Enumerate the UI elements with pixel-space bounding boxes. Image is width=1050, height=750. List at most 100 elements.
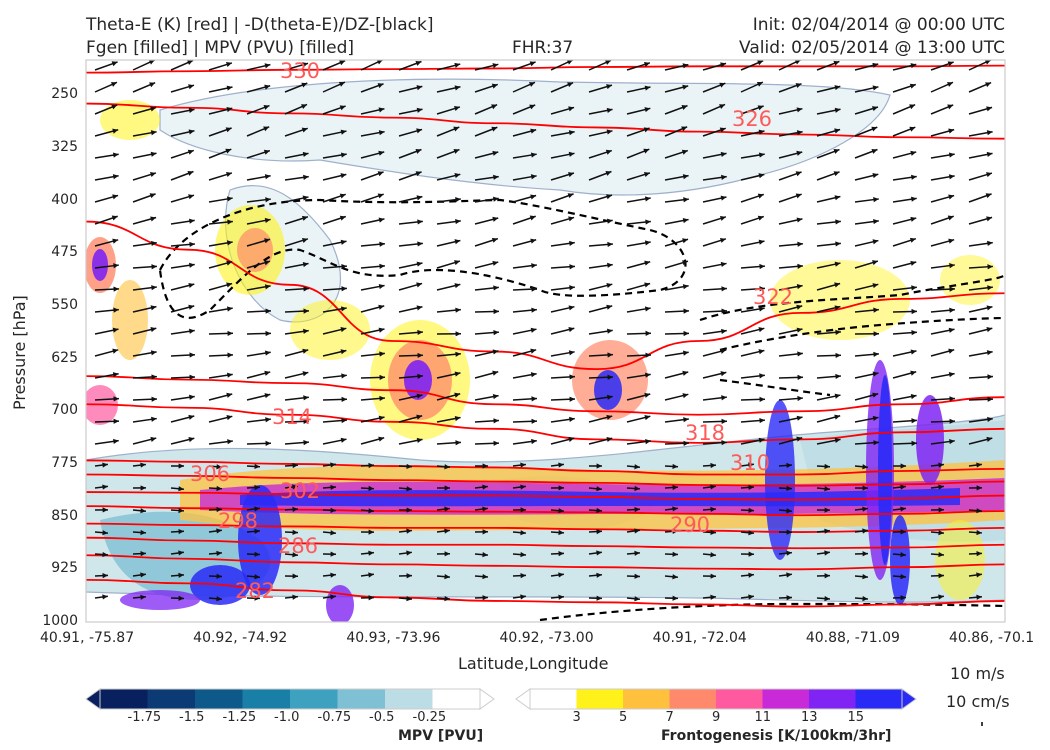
wind-vector-head xyxy=(672,506,678,512)
wind-vector-head xyxy=(987,264,993,270)
wind-vector-head xyxy=(102,551,108,558)
theta-e-line xyxy=(86,554,1005,571)
wind-vector-head xyxy=(378,436,385,442)
wind-vector-head xyxy=(720,195,727,201)
wind-vector-head xyxy=(520,507,526,513)
wind-vector-head xyxy=(796,130,803,136)
wind-vector-head xyxy=(482,529,488,535)
wind-vector-head xyxy=(710,462,716,469)
wind-vector-head xyxy=(710,573,716,579)
wind-vector-head xyxy=(188,107,195,114)
wind-vector-head xyxy=(835,219,841,225)
colorbar-frame xyxy=(529,688,903,710)
wind-vector-head xyxy=(150,216,157,222)
wind-vector-head xyxy=(417,241,423,247)
wind-vector-head xyxy=(682,217,689,224)
wind-vector-head xyxy=(976,594,982,600)
wind-vector-head xyxy=(644,282,651,288)
wind-vector-head xyxy=(455,331,461,337)
colorbar-tick-label: 15 xyxy=(847,710,865,725)
wind-vector-head xyxy=(150,436,157,442)
wind-vector-head xyxy=(872,415,879,422)
wind-vector-head xyxy=(834,414,841,420)
wind-vector-head xyxy=(378,217,385,223)
wind-vector-head xyxy=(520,484,526,490)
colorbar-swatch xyxy=(530,689,577,709)
wind-vector-head xyxy=(225,127,232,133)
wind-vector-head xyxy=(720,371,727,377)
wind-vector-head xyxy=(531,418,537,424)
wind-vector-head xyxy=(683,417,689,423)
wind-vector-head xyxy=(568,151,575,157)
wind-vector-head xyxy=(796,304,803,310)
wind-vector-head xyxy=(330,594,336,600)
wind-vector-head xyxy=(873,331,879,337)
theta-e-line xyxy=(86,522,1005,533)
wind-vector-head xyxy=(596,595,602,601)
wind-vector-head xyxy=(454,415,461,422)
wind-vector-head xyxy=(911,418,917,424)
wind-vector-head xyxy=(566,60,573,65)
y-tick-label: 1000 xyxy=(42,613,78,629)
wind-vector-head xyxy=(227,439,233,445)
wind-vector-head xyxy=(340,437,347,443)
theta-e-line xyxy=(86,578,1005,608)
wind-vector-head xyxy=(226,196,233,202)
theta-e-contour-label: 318 xyxy=(685,421,725,445)
wind-vector-head xyxy=(151,374,157,380)
init-time: Init: 02/04/2014 @ 00:00 UTC xyxy=(752,15,1005,35)
wind-vector-head xyxy=(596,486,602,492)
wind-vector-head xyxy=(444,485,450,491)
wind-vector-head xyxy=(264,217,271,224)
wind-vector-head xyxy=(482,573,488,580)
wind-vector-head xyxy=(406,596,412,602)
wind-vector-head xyxy=(520,594,526,600)
colorbar-swatch xyxy=(762,689,810,709)
wind-vector-head xyxy=(796,150,803,156)
wind-vector-head xyxy=(112,152,119,158)
wind-vector-head xyxy=(188,218,195,224)
wind-vector-head xyxy=(226,85,233,91)
wind-vector-head xyxy=(417,219,423,225)
wind-vector-head xyxy=(720,62,727,68)
wind-vector-head xyxy=(265,308,271,314)
wind-vector-head xyxy=(493,285,499,291)
wind-vector-head xyxy=(491,237,498,243)
wind-vector-head xyxy=(796,327,803,333)
theta-e-line xyxy=(86,64,1005,74)
wind-vector-head xyxy=(607,241,613,248)
wind-vector-head xyxy=(645,330,651,337)
wind-vector-head xyxy=(151,264,157,270)
wind-vector-head xyxy=(379,241,385,247)
theta-e-contour-label: 290 xyxy=(670,513,710,537)
wind-vector-head xyxy=(786,485,792,492)
wind-vector-head xyxy=(909,83,916,89)
wind-vector-head xyxy=(493,329,499,336)
wind-vector-head xyxy=(720,348,727,354)
wind-vector-head xyxy=(189,262,195,268)
wind-vector-head xyxy=(683,440,689,446)
wind-vector-head xyxy=(634,596,640,602)
wind-vector-head xyxy=(872,85,879,91)
wind-vector-head xyxy=(303,439,309,446)
wind-vector-head xyxy=(824,507,830,513)
wind-vector-head xyxy=(102,594,108,600)
wind-vector-head xyxy=(871,148,878,154)
wind-vector-head xyxy=(340,173,347,179)
wind-vector-head xyxy=(948,348,955,354)
y-tick-label: 700 xyxy=(51,402,78,419)
wind-vector-head xyxy=(947,104,954,110)
wind-vector-head xyxy=(872,62,879,68)
y-tick-label: 850 xyxy=(51,507,78,524)
wind-vector-head xyxy=(226,372,233,378)
wind-vector-head xyxy=(824,463,830,470)
wind-vector-head xyxy=(378,304,385,310)
theta-e-line xyxy=(86,473,1005,487)
wind-vector-head xyxy=(833,171,840,177)
wind-vector-head xyxy=(528,82,535,87)
wind-vector-head xyxy=(719,82,726,88)
wind-vector-head xyxy=(644,260,651,266)
wind-vector-head xyxy=(530,327,537,333)
wind-vector-head xyxy=(416,393,423,399)
theta-e-line xyxy=(86,403,1005,444)
